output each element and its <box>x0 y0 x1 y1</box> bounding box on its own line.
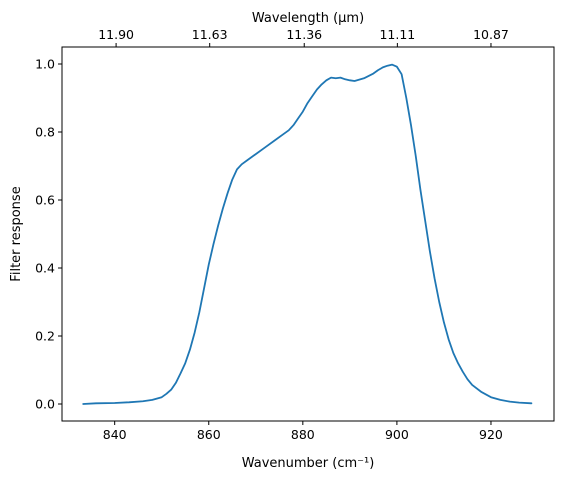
x-axis-label: Wavenumber (cm⁻¹) <box>242 456 375 471</box>
top-tick-label: 11.36 <box>286 27 322 42</box>
top-tick-label: 11.90 <box>98 27 134 42</box>
y-tick-label: 0.0 <box>35 397 55 412</box>
y-axis-label: Filter response <box>9 186 24 281</box>
plot-frame <box>61 46 555 422</box>
y-tick-label: 0.4 <box>35 261 55 276</box>
y-tick-label: 1.0 <box>35 57 55 72</box>
x-tick-label: 880 <box>291 427 315 442</box>
top-tick-label: 11.63 <box>192 27 228 42</box>
x-tick-label: 860 <box>197 427 221 442</box>
y-tick-label: 0.2 <box>35 329 55 344</box>
x-axis-ticks: 840 860 880 900 920 <box>103 421 503 442</box>
x-tick-label: 920 <box>479 427 503 442</box>
x-tick-label: 900 <box>385 427 409 442</box>
top-axis-label: Wavelength (μm) <box>252 11 364 26</box>
y-tick-label: 0.8 <box>35 125 55 140</box>
x-tick-label: 840 <box>103 427 127 442</box>
series-line-0 <box>82 63 533 405</box>
top-tick-label: 11.11 <box>379 27 415 42</box>
top-tick-label: 10.87 <box>473 27 509 42</box>
plot-area <box>82 63 533 405</box>
y-tick-label: 0.6 <box>35 193 55 208</box>
y-axis-ticks: 0.0 0.2 0.4 0.6 0.8 1.0 <box>35 57 62 412</box>
top-axis-ticks: 11.90 11.63 11.36 11.11 10.87 <box>98 27 509 47</box>
